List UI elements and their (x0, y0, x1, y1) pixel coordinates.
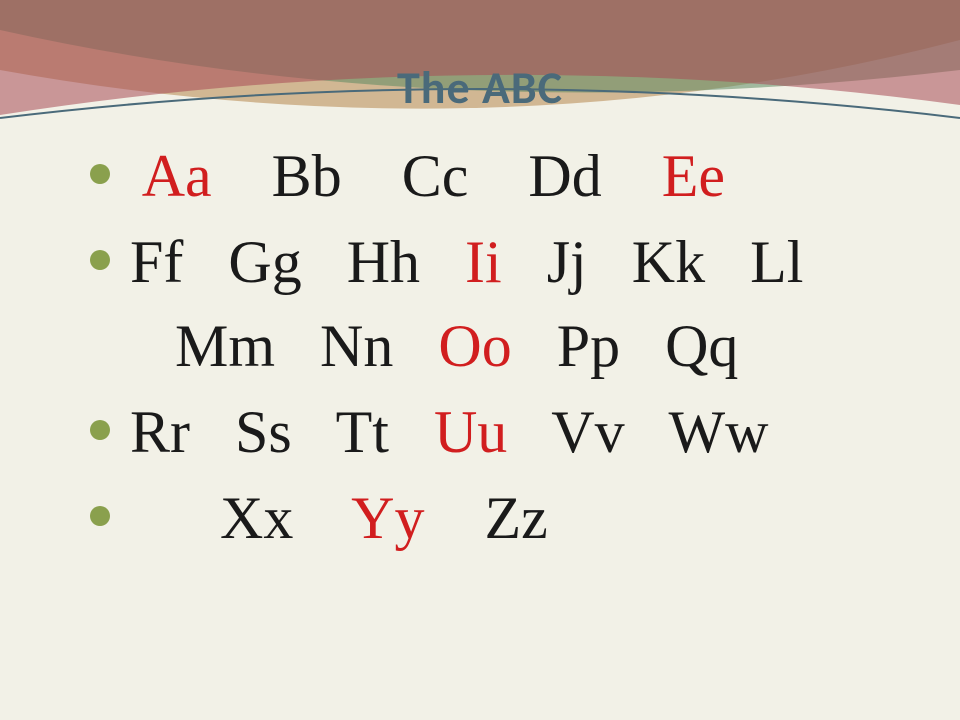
letter-gap (130, 313, 175, 379)
row-lead (130, 143, 142, 209)
letter-dd: Dd (528, 143, 601, 209)
letter-mm: Mm (175, 313, 275, 379)
letter-hh: Hh (347, 229, 420, 295)
letter-gap (420, 229, 465, 295)
slide: The ABC Aa Bb Cc Dd Ee Ff Gg Hh Ii Jj Kk… (0, 0, 960, 720)
letter-zz: Zz (484, 485, 547, 551)
letter-ss: Ss (235, 399, 292, 465)
letter-gap (183, 229, 228, 295)
alphabet-row-2: Ff Gg Hh Ii Jj Kk Ll Mm Nn Oo Pp Qq (90, 220, 900, 388)
letter-gap (389, 399, 434, 465)
alphabet-row-1: Aa Bb Cc Dd Ee (90, 134, 900, 218)
letter-qq: Qq (665, 313, 738, 379)
letter-oo: Oo (438, 313, 511, 379)
letter-gap (602, 143, 662, 209)
letter-gap (587, 229, 632, 295)
letter-gg: Gg (228, 229, 301, 295)
letter-kk: Kk (632, 229, 705, 295)
slide-title: The ABC (60, 60, 900, 116)
letter-uu: Uu (434, 399, 507, 465)
letter-gap (705, 229, 750, 295)
alphabet-row-4: Xx Yy Zz (90, 476, 900, 560)
letter-ww: Ww (669, 399, 769, 465)
letter-gap (620, 313, 665, 379)
row-lead (130, 485, 220, 551)
letter-pp: Pp (557, 313, 620, 379)
alphabet-list: Aa Bb Cc Dd Ee Ff Gg Hh Ii Jj Kk Ll Mm N… (60, 134, 900, 560)
alphabet-row-3: Rr Ss Tt Uu Vv Ww (90, 390, 900, 474)
letter-yy: Yy (351, 485, 424, 551)
letter-tt: Tt (336, 399, 389, 465)
letter-gap (212, 143, 272, 209)
letter-ii: Ii (465, 229, 502, 295)
letter-gap (502, 229, 547, 295)
letter-ff: Ff (130, 229, 183, 295)
letter-gap (507, 399, 551, 465)
letter-gap (275, 313, 320, 379)
letter-gap (292, 399, 336, 465)
letter-aa: Aa (142, 143, 212, 209)
letter-bb: Bb (272, 143, 342, 209)
letter-nn: Nn (320, 313, 393, 379)
letter-gap (424, 485, 484, 551)
letter-gap (342, 143, 402, 209)
letter-jj: Jj (547, 229, 587, 295)
letter-ee: Ee (662, 143, 725, 209)
letter-rr: Rr (130, 399, 190, 465)
letter-gap (625, 399, 669, 465)
letter-gap (468, 143, 528, 209)
letter-cc: Cc (402, 143, 469, 209)
letter-gap (302, 229, 347, 295)
letter-gap (190, 399, 235, 465)
letter-vv: Vv (551, 399, 624, 465)
letter-gap (293, 485, 351, 551)
letter-xx: Xx (220, 485, 293, 551)
letter-gap (512, 313, 557, 379)
letter-ll: Ll (750, 229, 803, 295)
letter-gap (393, 313, 438, 379)
